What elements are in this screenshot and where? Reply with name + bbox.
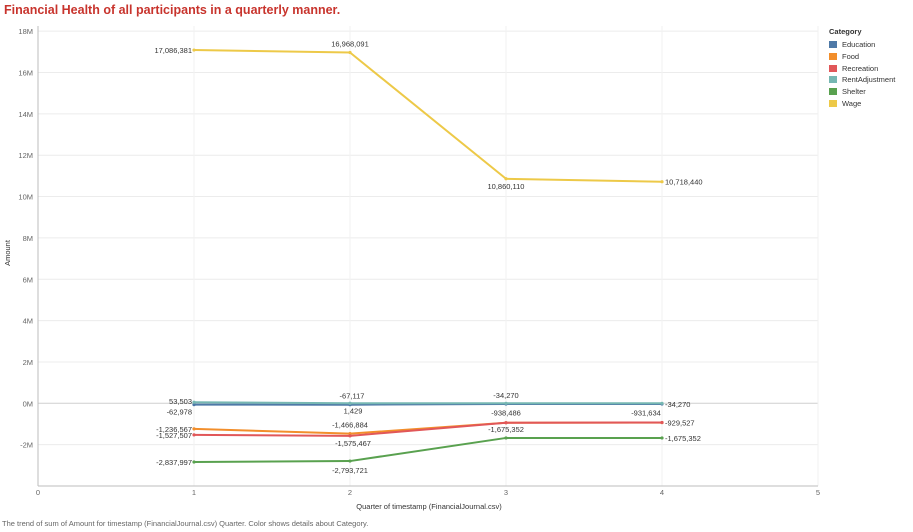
data-label-shelter: -1,675,352 (665, 434, 701, 443)
series-line-wage (193, 49, 663, 183)
y-tick-label: -2M (20, 441, 33, 450)
series-line-shelter (193, 436, 662, 463)
data-point-shelter (192, 460, 196, 464)
data-point-rentadjustment (348, 401, 352, 405)
legend-swatch (829, 99, 837, 107)
data-label-wage: 10,860,110 (488, 182, 525, 191)
data-label-food: -1,466,884 (332, 421, 368, 430)
legend-swatch (829, 41, 837, 49)
series-line-recreation (193, 421, 663, 437)
data-label-recreation: -1,575,467 (335, 439, 371, 448)
data-point-recreation (660, 420, 664, 425)
legend-swatch (829, 88, 837, 96)
x-axis-label: Quarter of timestamp (FinancialJournal.c… (356, 502, 502, 511)
data-point-recreation (504, 421, 508, 425)
legend-label: RentAdjustment (842, 75, 896, 85)
data-labels: -62,978-67,117 -34,270-34,270-1,236,567 -1… (154, 40, 702, 476)
legend-swatch (829, 53, 837, 61)
legend-item-food[interactable]: Food (829, 51, 895, 63)
data-point-recreation (348, 434, 352, 438)
y-tick-label: 8M (23, 234, 33, 243)
axes: -2M 0M 2M 4M 6M 8M 10M 12M 14M 16M 18M 0 1 2 3 4 5 (18, 26, 820, 497)
data-label-rentadjustment: 53,503 (169, 397, 192, 406)
data-point-wage (192, 48, 196, 52)
data-point-rentadjustment (504, 401, 508, 405)
y-tick-label: 2M (23, 358, 33, 367)
y-tick-label: 14M (18, 110, 33, 119)
legend-item-rentadjustment[interactable]: RentAdjustment (829, 74, 895, 86)
series-lines (192, 48, 664, 464)
data-label-wage: 16,968,091 (331, 40, 369, 49)
data-label-wage: 17,086,381 (154, 46, 192, 55)
y-tick-label: 0M (23, 399, 33, 408)
x-tick-label: 0 (36, 488, 40, 497)
legend: Category Education Food Recreation RentAdju… (829, 27, 895, 109)
x-tick-label: 4 (660, 488, 664, 497)
data-label-education: -34,270 (493, 391, 518, 400)
data-label-rentadjustment: 1,429 (344, 406, 363, 415)
y-tick-label: 16M (18, 69, 33, 78)
legend-label: Shelter (842, 87, 866, 97)
y-tick-label: 4M (23, 317, 33, 326)
y-tick-label: 18M (18, 27, 33, 36)
legend-items: Education Food Recreation RentAdjustment She… (829, 39, 895, 109)
y-tick-label: 12M (18, 151, 33, 160)
data-label-education: -67,117 (340, 392, 365, 401)
data-label-shelter: -2,793,721 (332, 466, 368, 475)
legend-label: Education (842, 40, 876, 50)
legend-swatch (829, 64, 837, 72)
legend-label: Food (842, 52, 860, 62)
x-tick-label: 5 (816, 488, 820, 497)
chart-title: Financial Health of all participants in … (4, 3, 341, 17)
chart-caption: The trend of sum of Amount for timestamp… (2, 519, 369, 528)
series-line-rentadjustment (193, 401, 662, 405)
x-tick-label: 3 (504, 488, 508, 497)
data-point-rentadjustment (660, 401, 664, 405)
data-label-food: -1,236,567 (156, 425, 192, 434)
data-label-education: -62,978 (167, 408, 192, 417)
legend-item-shelter[interactable]: Shelter (829, 86, 895, 98)
data-label-food: -938,486 (491, 409, 521, 418)
data-point-shelter (348, 459, 352, 463)
data-label-shelter: -1,675,352 (488, 425, 524, 434)
data-point-recreation (192, 433, 196, 437)
series-line-food (193, 421, 663, 435)
legend-item-wage[interactable]: Wage (829, 97, 895, 109)
data-label-food: -931,634 (631, 409, 661, 418)
data-point-shelter (660, 436, 664, 440)
legend-title: Category (829, 27, 862, 36)
legend-label: Wage (842, 98, 862, 108)
data-point-wage (348, 50, 352, 55)
y-tick-label: 10M (18, 193, 33, 202)
data-label-recreation: -929,527 (665, 419, 695, 428)
legend-item-recreation[interactable]: Recreation (829, 62, 895, 74)
data-point-education (192, 403, 196, 407)
data-point-wage (660, 180, 664, 184)
gridlines (37, 26, 819, 486)
data-point-food (348, 432, 352, 436)
data-point-wage (504, 177, 508, 181)
x-tick-label: 2 (348, 488, 352, 497)
data-point-shelter (504, 436, 508, 440)
legend-item-education[interactable]: Education (829, 39, 895, 51)
y-axis-label: Amount (3, 239, 12, 266)
data-label-wage: 10,718,440 (665, 178, 703, 187)
data-label-education: -34,270 (665, 400, 690, 409)
data-point-rentadjustment (192, 400, 196, 404)
legend-label: Recreation (842, 63, 879, 73)
data-point-food (192, 427, 196, 431)
data-label-recreation: -1,527,507 (156, 431, 192, 440)
x-tick-label: 1 (192, 488, 196, 497)
legend-swatch (829, 76, 837, 84)
data-label-shelter: -2,837,997 (156, 458, 192, 467)
y-tick-label: 6M (23, 275, 33, 284)
